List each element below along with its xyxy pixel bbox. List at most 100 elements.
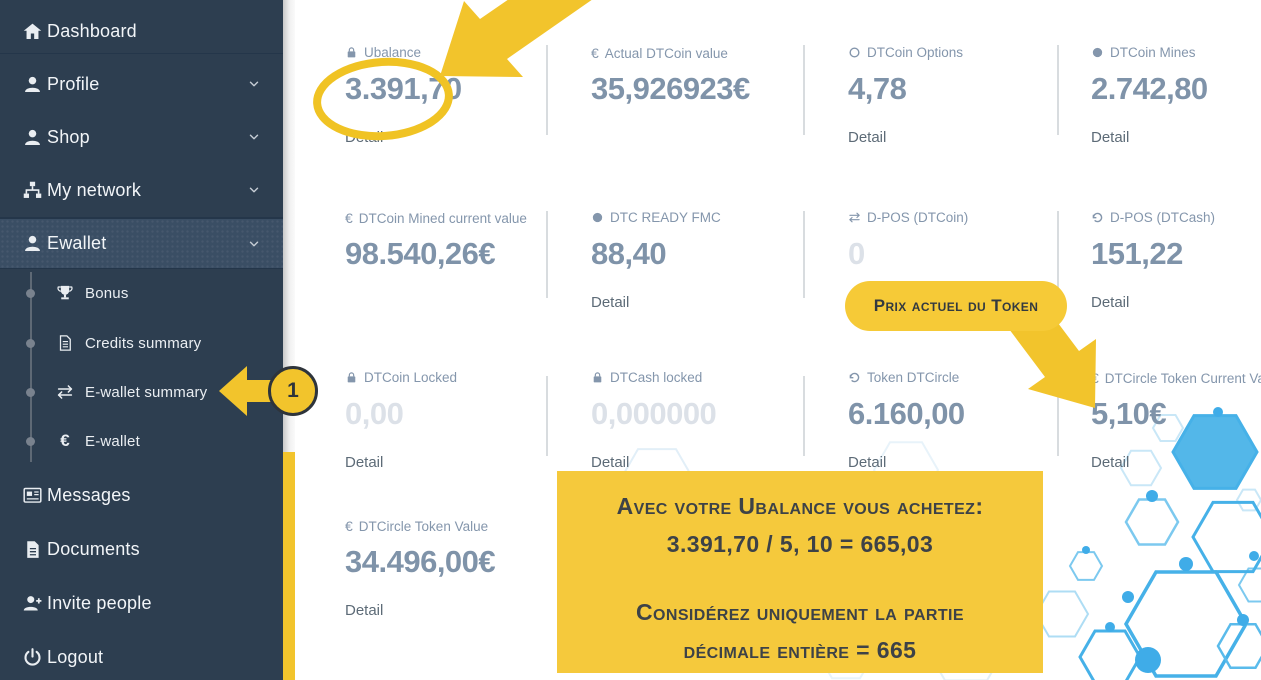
stat-card-label-text: DTCash locked (610, 370, 703, 385)
detail-link[interactable]: Detail (591, 454, 630, 471)
ubalance-info-box: Avec votre Ubalance vous achetez: 3.391,… (557, 471, 1043, 673)
stat-card-label-text: DTCoin Options (867, 45, 964, 60)
stat-card-label: € DTCoin Mined current value (345, 210, 570, 226)
detail-link[interactable]: Detail (345, 602, 384, 619)
vertical-yellow-strip (283, 452, 295, 680)
detail-link[interactable]: Detail (591, 294, 630, 311)
stat-card-value: 5,10€ (1091, 396, 1167, 431)
newspaper-icon (20, 483, 44, 507)
detail-link[interactable]: Detail (345, 129, 384, 146)
stat-card-dtc-ready-fmc: DTC READY FMC 88,40 Detail (591, 210, 816, 311)
info-line-3: Considérez uniquement la partie (636, 599, 964, 625)
sidebar-item-invite-people[interactable]: Invite people (0, 580, 283, 626)
stat-card-dtcoin-options: DTCoin Options 4,78 Detail (848, 45, 1073, 146)
detail-link[interactable]: Detail (848, 129, 887, 146)
stat-card-label: D-POS (DTCoin) (848, 210, 1073, 225)
user-icon (20, 125, 44, 149)
card-divider (546, 376, 548, 456)
refresh-icon (1091, 211, 1104, 224)
sidebar-item-profile[interactable]: Profile (0, 61, 283, 107)
sidebar-item-ewallet[interactable]: Ewallet (0, 218, 283, 269)
token-price-callout-text: Prix actuel du Token (873, 296, 1039, 315)
refresh-icon (848, 371, 861, 384)
sidebar-item-label: Shop (47, 126, 90, 147)
document-icon (20, 537, 44, 561)
timeline-dot (26, 339, 35, 348)
timeline-dot (26, 388, 35, 397)
stat-card-label: D-POS (DTCash) (1091, 210, 1261, 225)
stat-card-value: 4,78 (848, 71, 907, 106)
euro-icon: € (345, 210, 353, 226)
card-divider (1057, 211, 1059, 298)
sidebar-item-label: E-wallet (85, 432, 140, 450)
network-icon (20, 178, 44, 202)
stat-card-dtcoin-locked: DTCoin Locked 0,00 Detail (345, 370, 570, 471)
info-line-4: décimale entière = 665 (683, 637, 917, 663)
sidebar-item-credits-summary[interactable]: Credits summary (0, 320, 283, 366)
user-icon (20, 232, 44, 256)
stat-card-value: 2.742,80 (1091, 71, 1208, 106)
euro-icon: € (1091, 370, 1099, 386)
exchange-icon (848, 211, 861, 224)
sidebar-item-dashboard[interactable]: Dashboard (0, 8, 283, 54)
stat-card-dtcircle-token-current-value: € DTCircle Token Current Value 5,10€ Detail (1091, 370, 1261, 471)
sidebar-divider (0, 217, 283, 218)
stat-card-label-text: D-POS (DTCoin) (867, 210, 969, 225)
lock-icon (591, 371, 604, 384)
file-icon (55, 333, 75, 353)
detail-link[interactable]: Detail (1091, 294, 1130, 311)
sidebar-item-label: Profile (47, 73, 100, 94)
detail-link[interactable]: Detail (1091, 129, 1130, 146)
detail-link[interactable]: Detail (848, 454, 887, 471)
stat-card-value: 0 (848, 236, 865, 271)
sidebar-item-e-wallet[interactable]: € E-wallet (0, 418, 283, 464)
chevron-down-icon (247, 77, 261, 91)
stat-card-dtcoin-mined-current-value: € DTCoin Mined current value 98.540,26€ (345, 210, 570, 271)
trophy-icon (55, 283, 75, 303)
stat-card-label-text: DTCoin Mines (1110, 45, 1196, 60)
sidebar-divider (0, 53, 283, 54)
circle-outline-icon (848, 46, 861, 59)
sidebar-item-e-wallet-summary[interactable]: E-wallet summary (0, 369, 283, 415)
stat-card-label: DTCoin Mines (1091, 45, 1261, 60)
sidebar-item-bonus[interactable]: Bonus (0, 270, 283, 316)
detail-link[interactable]: Detail (1091, 454, 1130, 471)
card-divider (1057, 376, 1059, 456)
circle-filled-icon (591, 211, 604, 224)
stat-card-label: DTCoin Locked (345, 370, 570, 385)
sidebar: Dashboard Profile Shop My network Ewallet Bon… (0, 0, 283, 680)
user-icon (20, 72, 44, 96)
sidebar-item-label: My network (47, 179, 142, 200)
euro-icon: € (591, 45, 599, 61)
sidebar-item-shop[interactable]: Shop (0, 114, 283, 160)
content-scrollbar[interactable] (283, 0, 295, 680)
sidebar-item-logout[interactable]: Logout (0, 634, 283, 680)
stat-card-label: DTCash locked (591, 370, 816, 385)
stat-card-label: Token DTCircle (848, 370, 1073, 385)
sidebar-item-messages[interactable]: Messages (0, 472, 283, 518)
stat-card-ubalance: Ubalance 3.391,70 Detail (345, 45, 570, 146)
stat-card-value: 0,00 (345, 396, 404, 431)
power-icon (20, 645, 44, 669)
chevron-down-icon (247, 130, 261, 144)
stat-card-label: DTCoin Options (848, 45, 1073, 60)
sidebar-item-label: E-wallet summary (85, 383, 208, 401)
card-divider (803, 376, 805, 456)
stat-card-value: 88,40 (591, 236, 667, 271)
lock-icon (345, 371, 358, 384)
stat-card-label-text: DTC READY FMC (610, 210, 721, 225)
stat-card-label: € DTCircle Token Current Value (1091, 370, 1261, 386)
sidebar-item-my-network[interactable]: My network (0, 167, 283, 213)
sidebar-item-label: Bonus (85, 284, 129, 302)
sidebar-item-documents[interactable]: Documents (0, 526, 283, 572)
stat-card-d-pos-dtcoin: D-POS (DTCoin) 0 (848, 210, 1073, 271)
sidebar-item-label: Documents (47, 538, 140, 559)
user-plus-icon (20, 591, 44, 615)
timeline-dot (26, 289, 35, 298)
submenu-timeline (30, 272, 32, 462)
stat-card-label-text: DTCoin Locked (364, 370, 458, 385)
timeline-dot (26, 437, 35, 446)
detail-link[interactable]: Detail (345, 454, 384, 471)
stat-card-label-text: DTCircle Token Current Value (1104, 370, 1261, 386)
